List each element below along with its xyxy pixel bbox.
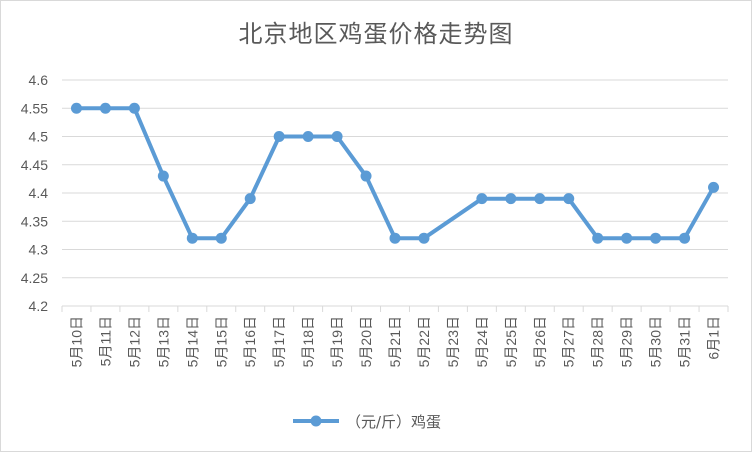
y-tick-label: 4.3: [29, 242, 49, 258]
data-point: [534, 193, 546, 205]
x-tick-label: 5月12日: [126, 316, 142, 367]
data-point: [128, 102, 140, 114]
x-tick-label: 5月28日: [590, 316, 606, 367]
y-tick-label: 4.5: [29, 129, 49, 145]
x-tick-label: 6月1日: [706, 316, 722, 360]
x-tick-label: 5月26日: [532, 316, 548, 367]
y-tick-label: 4.4: [29, 185, 49, 201]
x-tick-label: 5月30日: [648, 316, 664, 367]
x-tick-label: 5月21日: [387, 316, 403, 367]
chart-title: 北京地区鸡蛋价格走势图: [238, 20, 514, 48]
legend-marker: [310, 415, 322, 427]
data-point: [708, 181, 720, 193]
data-point: [621, 232, 633, 244]
x-tick-label: 5月13日: [155, 316, 171, 367]
y-tick-label: 4.2: [29, 298, 49, 314]
x-tick-label: 5月15日: [213, 316, 229, 367]
x-tick-label: 5月11日: [97, 316, 113, 366]
x-tick-label: 5月17日: [271, 316, 287, 367]
x-tick-label: 5月16日: [242, 316, 258, 367]
data-point: [215, 232, 227, 244]
legend-label: （元/斤）鸡蛋: [346, 413, 441, 431]
data-point: [650, 232, 662, 244]
y-tick-label: 4.55: [21, 100, 48, 116]
data-point: [418, 232, 430, 244]
data-point: [273, 131, 285, 142]
x-tick-label: 5月25日: [503, 316, 519, 367]
series-group: [70, 102, 720, 244]
data-point: [244, 193, 256, 205]
x-axis-ticks: 5月10日 5月11日 5月12日 5月13日 5月14日 5月15日 5月16日 5月17日…: [61, 306, 729, 367]
data-point: [186, 232, 198, 244]
data-point: [70, 102, 82, 114]
data-point: [331, 131, 343, 142]
y-tick-label: 4.45: [21, 157, 48, 173]
data-point: [302, 131, 314, 142]
x-tick-label: 5月18日: [300, 316, 316, 367]
data-point: [505, 193, 517, 205]
data-point: [389, 232, 401, 244]
data-point: [592, 232, 604, 244]
y-tick-label: 4.6: [29, 72, 49, 88]
legend: （元/斤）鸡蛋: [293, 413, 441, 431]
data-point: [360, 170, 372, 182]
x-tick-label: 5月23日: [445, 316, 461, 367]
x-tick-label: 5月10日: [68, 316, 84, 367]
data-point: [99, 102, 111, 114]
data-point: [679, 232, 691, 244]
y-axis-ticks: 4.2 4.25 4.3 4.35 4.4 4.45 4.5 4.55 4.6: [21, 72, 48, 314]
y-tick-label: 4.25: [21, 270, 48, 286]
x-tick-label: 5月29日: [619, 316, 635, 367]
y-tick-label: 4.35: [21, 213, 48, 229]
gridlines: [62, 79, 728, 307]
x-tick-label: 5月24日: [474, 316, 490, 367]
x-tick-label: 5月14日: [184, 316, 200, 367]
data-point: [476, 193, 488, 205]
x-tick-label: 5月19日: [329, 316, 345, 367]
x-tick-label: 5月31日: [677, 316, 693, 367]
x-tick-label: 5月27日: [561, 316, 577, 367]
data-point: [563, 193, 575, 205]
x-tick-label: 5月22日: [416, 316, 432, 367]
x-tick-label: 5月20日: [358, 316, 374, 367]
series-line-0: [76, 106, 716, 241]
data-point: [157, 170, 169, 182]
